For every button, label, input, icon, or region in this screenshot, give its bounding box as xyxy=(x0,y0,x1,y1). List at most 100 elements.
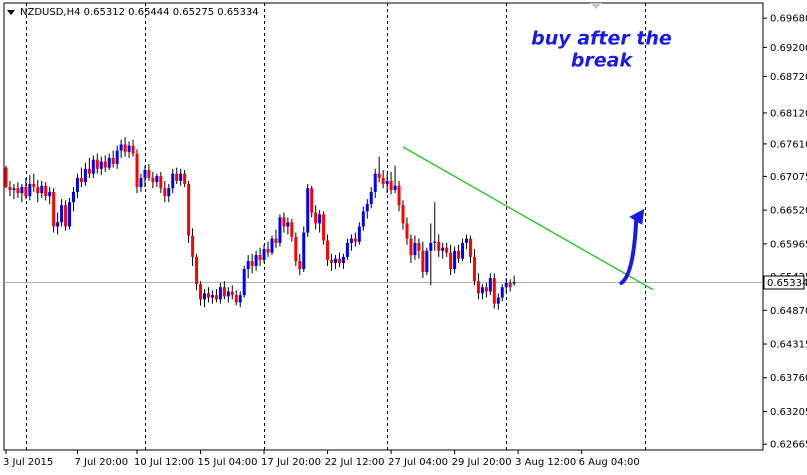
plot-border xyxy=(3,2,764,451)
candle-bear xyxy=(397,185,401,206)
candle-bull xyxy=(139,177,143,188)
candle-bull xyxy=(48,191,52,197)
candle-bear xyxy=(175,173,179,181)
candle-bear xyxy=(389,180,393,191)
candle-bull xyxy=(254,255,258,266)
candle-bear xyxy=(52,191,56,227)
candle-bear xyxy=(353,238,357,242)
candle-bull xyxy=(115,150,119,164)
candle-bull xyxy=(393,185,397,191)
candle-bull xyxy=(71,191,75,203)
candle-bull xyxy=(167,188,171,197)
candle-bear xyxy=(282,217,286,227)
candle-bull xyxy=(83,168,87,183)
candle-bear xyxy=(187,183,191,236)
candle-bull xyxy=(433,241,437,243)
candle-bull xyxy=(504,282,508,288)
candle-bear xyxy=(476,281,480,294)
annotation-text[interactable]: break xyxy=(571,49,634,71)
candle-bear xyxy=(492,278,496,304)
y-tick-label: 0.64315 xyxy=(770,340,807,351)
symbol-menu-icon[interactable] xyxy=(7,10,15,15)
x-tick-label: 10 Jul 12:00 xyxy=(134,457,194,468)
candle-bear xyxy=(508,282,512,288)
candle-bull xyxy=(68,202,72,227)
candle-bull xyxy=(171,173,175,189)
candle-bear xyxy=(457,250,461,259)
candle-bear xyxy=(437,241,441,251)
trendline[interactable] xyxy=(402,146,654,291)
candle-bull xyxy=(488,278,492,292)
candle-bull xyxy=(28,183,32,197)
candle-bull xyxy=(56,222,60,227)
candle-bull xyxy=(453,250,457,270)
candle-bear xyxy=(151,177,155,183)
candle-bull xyxy=(107,157,111,168)
candle-bull xyxy=(60,205,64,223)
candle-bear xyxy=(191,235,195,257)
candle-bear xyxy=(183,173,187,184)
candle-bear xyxy=(230,291,234,296)
candle-bear xyxy=(445,247,449,253)
candle-bull xyxy=(512,282,516,284)
current-price-box xyxy=(763,275,805,290)
candle-bear xyxy=(44,185,48,197)
candle-bull xyxy=(218,287,222,300)
arrow-shaft[interactable] xyxy=(619,218,639,285)
candle-bear xyxy=(401,205,405,224)
candle-bear xyxy=(4,167,8,188)
candle-bear xyxy=(266,248,270,253)
y-tick-label: 0.67075 xyxy=(770,172,807,183)
candle-bull xyxy=(127,145,131,152)
candle-bull xyxy=(99,161,103,169)
candle-bull xyxy=(334,258,338,263)
candle-bull xyxy=(349,238,353,243)
candle-bull xyxy=(361,211,365,227)
candle-bull xyxy=(203,293,206,300)
candle-bear xyxy=(111,157,115,164)
shift-marker-icon xyxy=(590,3,602,9)
candle-bull xyxy=(12,188,16,191)
candle-bear xyxy=(123,144,127,152)
candle-bear xyxy=(159,176,163,189)
candle-bear xyxy=(24,187,28,197)
candle-bear xyxy=(258,255,262,260)
candle-bull xyxy=(242,269,246,296)
candle-bull xyxy=(75,177,79,192)
annotation-text[interactable]: buy after the xyxy=(531,27,672,49)
x-tick-label: 6 Aug 04:00 xyxy=(579,457,640,468)
candle-bear xyxy=(16,188,20,194)
candle-bear xyxy=(294,236,298,262)
candle-bear xyxy=(32,183,36,188)
x-tick-label: 3 Aug 12:00 xyxy=(515,457,576,468)
candle-bull xyxy=(357,226,361,242)
x-tick-label: 15 Jul 04:00 xyxy=(198,457,258,468)
y-tick-label: 0.65965 xyxy=(770,239,807,250)
candle-bull xyxy=(373,173,377,192)
candle-bull xyxy=(40,185,44,194)
arrow-head-icon[interactable] xyxy=(629,208,645,225)
candle-bear xyxy=(409,238,413,256)
candle-bear xyxy=(199,284,203,300)
y-tick-label: 0.62665 xyxy=(770,440,807,451)
candle-bull xyxy=(496,297,500,304)
candle-bull xyxy=(302,232,306,270)
candle-bear xyxy=(330,259,334,263)
x-tick-label: 22 Jul 12:00 xyxy=(325,457,385,468)
candle-bear xyxy=(131,145,135,154)
candle-bear xyxy=(147,170,151,178)
candle-bear xyxy=(36,187,40,194)
candle-bear xyxy=(326,240,330,260)
candle-bear xyxy=(290,222,294,237)
candle-bear xyxy=(484,287,488,292)
grid-layer xyxy=(3,2,764,451)
candle-bull xyxy=(385,180,389,184)
candle-bull xyxy=(270,238,274,253)
